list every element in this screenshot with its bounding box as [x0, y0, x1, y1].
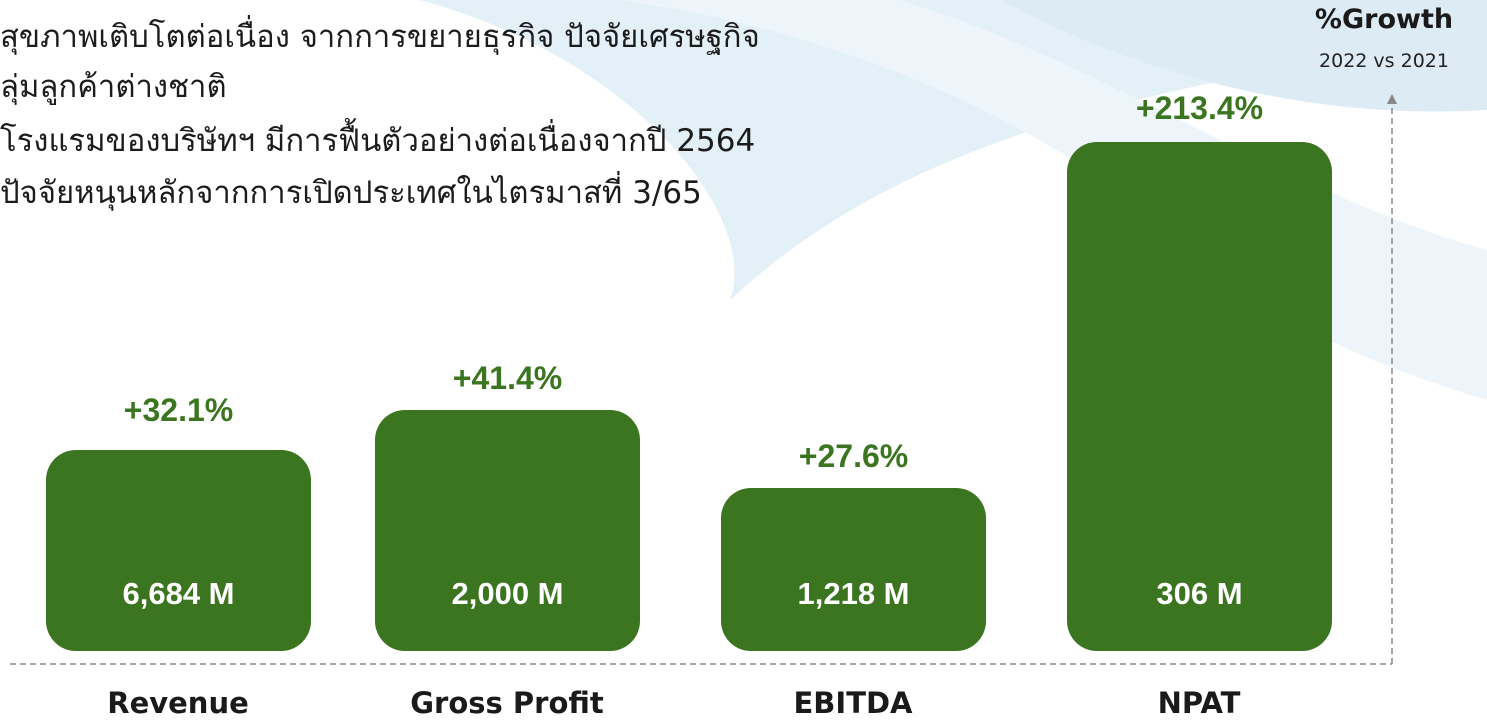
bar	[721, 488, 986, 651]
bar	[1067, 142, 1332, 651]
growth-header: %Growth	[1289, 4, 1479, 35]
amount-label: 2,000 M	[375, 576, 640, 612]
growth-period: 2022 vs 2021	[1289, 50, 1479, 72]
bar	[46, 450, 311, 651]
category-label: NPAT	[1049, 686, 1349, 720]
growth-label: +32.1%	[46, 392, 311, 429]
amount-label: 1,218 M	[721, 576, 986, 612]
growth-label: +41.4%	[375, 360, 640, 397]
note: โรงแรมของบริษัทฯ มีการฟื้นตัวอย่างต่อเนื…	[0, 126, 755, 157]
bar	[375, 410, 640, 651]
note: ปัจจัยหนุนหลักจากการเปิดประเทศในไตรมาสที…	[0, 178, 702, 209]
note: สุขภาพเติบโตต่อเนื่อง จากการขยายธุรกิจ ป…	[0, 22, 760, 53]
page: {"notes": ["สุขภาพเติบโตต่อเนื่อง จากการ…	[0, 0, 1487, 722]
category-label: Revenue	[28, 686, 328, 720]
note: ลุ่มลูกค้าต่างชาติ	[0, 72, 227, 103]
category-label: EBITDA	[703, 686, 1003, 720]
amount-label: 6,684 M	[46, 576, 311, 612]
category-label: Gross Profit	[357, 686, 657, 720]
amount-label: 306 M	[1067, 576, 1332, 612]
growth-label: +213.4%	[1067, 90, 1332, 127]
growth-label: +27.6%	[721, 438, 986, 475]
